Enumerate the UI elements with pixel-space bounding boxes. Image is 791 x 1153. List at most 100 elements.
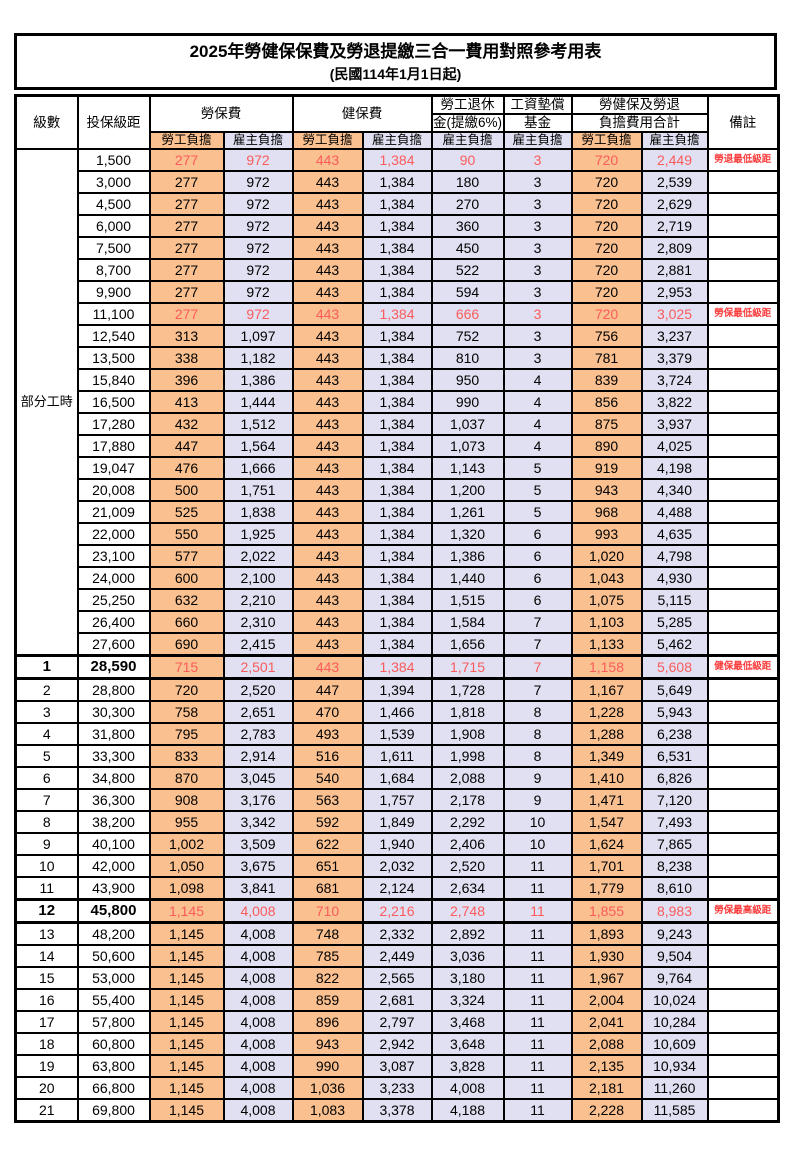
table-row: 6,000 277 972 443 1,384 360 3 720 2,719 bbox=[16, 214, 780, 238]
cell-fund-employer: 11 bbox=[502, 1098, 573, 1123]
cell-fund-employer: 4 bbox=[502, 368, 573, 392]
cell-total-employer: 2,629 bbox=[640, 192, 709, 216]
cell-total-employee: 2,135 bbox=[570, 1054, 643, 1078]
remark-cell bbox=[706, 456, 780, 480]
subheader-fund-employer: 雇主負擔 bbox=[502, 131, 573, 150]
table-row: 12 45,800 1,145 4,008 710 2,216 2,748 11 1,855 8,… bbox=[14, 898, 780, 924]
remark-cell bbox=[706, 1032, 780, 1056]
salary-bracket-cell: 53,000 bbox=[76, 966, 151, 990]
salary-bracket-cell: 28,800 bbox=[76, 677, 151, 702]
cell-pension-employer: 2,088 bbox=[430, 766, 505, 790]
cell-labor-employer: 972 bbox=[222, 236, 294, 260]
cell-labor-employer: 3,509 bbox=[222, 832, 294, 856]
cell-health-employer: 2,565 bbox=[361, 966, 433, 990]
cell-pension-employer: 3,468 bbox=[430, 1010, 505, 1034]
cell-total-employee: 1,043 bbox=[570, 566, 643, 590]
cell-total-employee: 839 bbox=[570, 368, 643, 392]
cell-health-employee: 785 bbox=[291, 944, 364, 968]
cell-pension-employer: 4,188 bbox=[430, 1098, 505, 1123]
table-row: 4,500 277 972 443 1,384 270 3 720 2,629 bbox=[16, 192, 780, 216]
cell-labor-employee: 1,145 bbox=[148, 1032, 225, 1056]
remark-cell bbox=[706, 236, 780, 260]
cell-labor-employee: 476 bbox=[148, 456, 225, 480]
cell-health-employer: 1,384 bbox=[361, 456, 433, 480]
cell-health-employee: 443 bbox=[291, 236, 364, 260]
remark-cell bbox=[706, 1098, 780, 1123]
cell-total-employee: 890 bbox=[570, 434, 643, 458]
cell-health-employer: 1,384 bbox=[361, 500, 433, 524]
subheader-labor-employee: 勞工負擔 bbox=[148, 131, 225, 150]
cell-total-employee: 1,158 bbox=[570, 654, 643, 680]
cell-fund-employer: 9 bbox=[502, 788, 573, 812]
salary-bracket-cell: 9,900 bbox=[76, 280, 151, 304]
cell-total-employee: 720 bbox=[570, 148, 643, 172]
subheader-health-employer: 雇主負擔 bbox=[361, 131, 433, 150]
cell-health-employee: 443 bbox=[291, 456, 364, 480]
header-level: 級數 bbox=[14, 94, 79, 150]
cell-labor-employee: 525 bbox=[148, 500, 225, 524]
cell-pension-employer: 4,008 bbox=[430, 1076, 505, 1100]
cell-total-employer: 3,724 bbox=[640, 368, 709, 392]
cell-health-employee: 443 bbox=[291, 214, 364, 238]
cell-health-employer: 3,087 bbox=[361, 1054, 433, 1078]
remark-cell bbox=[706, 944, 780, 968]
table-row: 18 60,800 1,145 4,008 943 2,942 3,648 11 2,088 10… bbox=[14, 1032, 780, 1056]
cell-health-employee: 443 bbox=[291, 610, 364, 634]
cell-pension-employer: 752 bbox=[430, 324, 505, 348]
salary-bracket-cell: 3,000 bbox=[76, 170, 151, 194]
cell-labor-employer: 4,008 bbox=[222, 921, 294, 946]
cell-labor-employee: 1,145 bbox=[148, 944, 225, 968]
table-body: 部分工時 1,500 277 972 443 1,384 90 3 720 2,449 勞退最低級距… bbox=[14, 148, 780, 1123]
cell-total-employer: 4,635 bbox=[640, 522, 709, 546]
cell-total-employee: 2,004 bbox=[570, 988, 643, 1012]
cell-fund-employer: 8 bbox=[502, 700, 573, 724]
cell-pension-employer: 1,584 bbox=[430, 610, 505, 634]
cell-health-employer: 1,384 bbox=[361, 610, 433, 634]
cell-health-employee: 443 bbox=[291, 302, 364, 326]
level-cell: 17 bbox=[14, 1010, 79, 1034]
table-row: 26,400 660 2,310 443 1,384 1,584 7 1,103 5,285 bbox=[16, 610, 780, 634]
level-cell: 19 bbox=[14, 1054, 79, 1078]
cell-health-employee: 943 bbox=[291, 1032, 364, 1056]
level-cell: 4 bbox=[14, 722, 79, 746]
cell-fund-employer: 4 bbox=[502, 434, 573, 458]
cell-total-employee: 720 bbox=[570, 258, 643, 282]
cell-health-employer: 1,384 bbox=[361, 192, 433, 216]
table-row: 10 42,000 1,050 3,675 651 2,032 2,520 11 1,701 8,… bbox=[14, 854, 780, 878]
salary-bracket-cell: 23,100 bbox=[76, 544, 151, 568]
cell-pension-employer: 1,998 bbox=[430, 744, 505, 768]
header-wage-fund-line2: 基金 bbox=[502, 113, 573, 133]
level-cell: 18 bbox=[14, 1032, 79, 1056]
cell-health-employee: 896 bbox=[291, 1010, 364, 1034]
cell-health-employee: 622 bbox=[291, 832, 364, 856]
cell-total-employer: 4,930 bbox=[640, 566, 709, 590]
cell-labor-employer: 2,310 bbox=[222, 610, 294, 634]
cell-labor-employer: 3,675 bbox=[222, 854, 294, 878]
cell-labor-employer: 972 bbox=[222, 258, 294, 282]
cell-total-employee: 2,041 bbox=[570, 1010, 643, 1034]
cell-pension-employer: 90 bbox=[430, 148, 505, 172]
cell-labor-employer: 4,008 bbox=[222, 1032, 294, 1056]
cell-health-employee: 516 bbox=[291, 744, 364, 768]
cell-health-employer: 2,332 bbox=[361, 921, 433, 946]
cell-fund-employer: 11 bbox=[502, 1076, 573, 1100]
salary-bracket-cell: 24,000 bbox=[76, 566, 151, 590]
cell-labor-employee: 720 bbox=[148, 677, 225, 702]
cell-labor-employer: 2,651 bbox=[222, 700, 294, 724]
cell-labor-employee: 660 bbox=[148, 610, 225, 634]
salary-bracket-cell: 26,400 bbox=[76, 610, 151, 634]
remark-cell bbox=[706, 1010, 780, 1034]
cell-labor-employer: 3,841 bbox=[222, 876, 294, 901]
cell-labor-employer: 1,444 bbox=[222, 390, 294, 414]
cell-total-employer: 6,826 bbox=[640, 766, 709, 790]
level-cell: 8 bbox=[14, 810, 79, 834]
header-wage-fund-line1: 工資墊償 bbox=[502, 94, 573, 115]
cell-labor-employer: 2,914 bbox=[222, 744, 294, 768]
table-row: 7 36,300 908 3,176 563 1,757 2,178 9 1,471 7,120 bbox=[14, 788, 780, 812]
cell-labor-employee: 908 bbox=[148, 788, 225, 812]
cell-total-employee: 781 bbox=[570, 346, 643, 370]
level-cell: 2 bbox=[14, 677, 79, 702]
remark-cell: 勞保最高級距 bbox=[706, 898, 780, 924]
cell-fund-employer: 8 bbox=[502, 722, 573, 746]
cell-health-employer: 2,942 bbox=[361, 1032, 433, 1056]
